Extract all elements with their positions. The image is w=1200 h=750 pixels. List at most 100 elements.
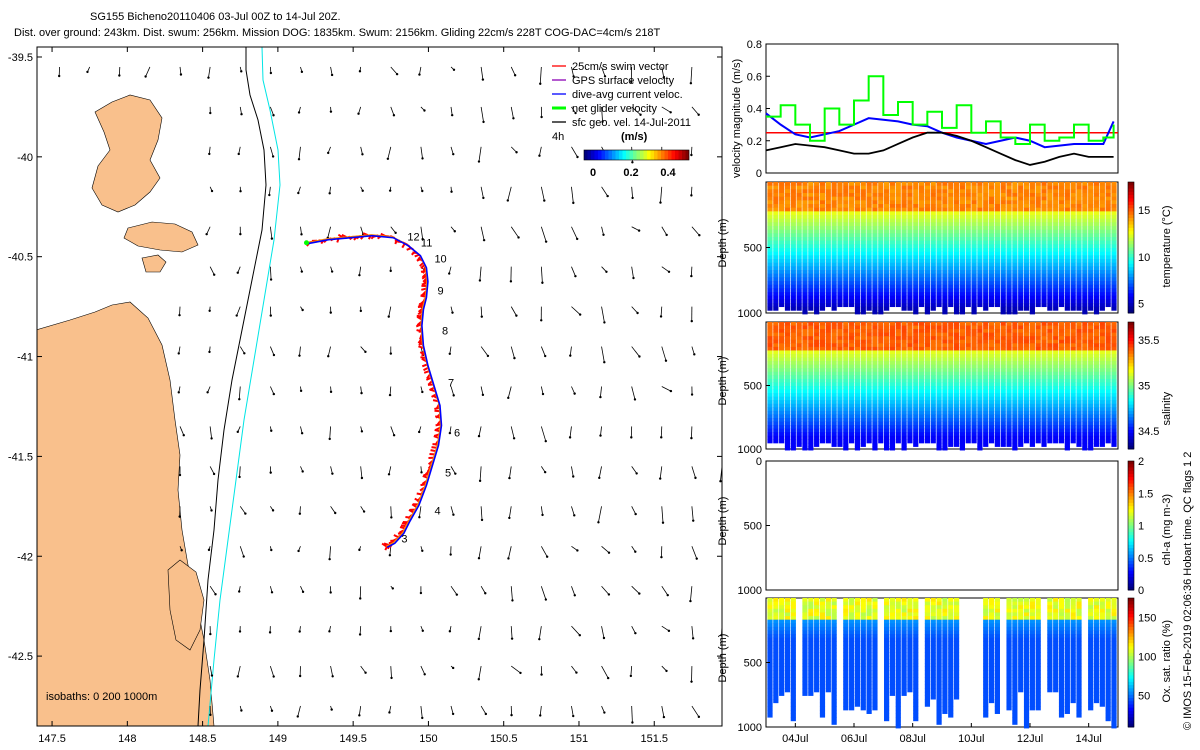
salinity-sample: [1041, 421, 1047, 426]
salinity-sample: [889, 446, 896, 451]
vector-head: [603, 321, 606, 324]
salinity-sample: [901, 336, 907, 341]
temperature-sample: [854, 303, 861, 308]
salinity-sample: [913, 396, 919, 401]
salinity-sample: [930, 382, 936, 387]
salinity-sample: [884, 375, 890, 380]
salinity-sample: [872, 332, 878, 337]
temperature-sample: [1035, 204, 1041, 209]
temperature-sample: [1041, 248, 1047, 253]
vector-head: [209, 632, 212, 636]
salinity-sample: [790, 336, 796, 341]
salinity-sample: [767, 421, 773, 426]
salinity-sample: [895, 400, 901, 405]
temperature-sample: [913, 200, 919, 205]
temperature-sample: [779, 233, 785, 238]
salinity-sample: [843, 339, 849, 344]
temperature-sample: [959, 281, 966, 286]
temperature-sample: [837, 229, 843, 234]
salinity-sample: [983, 389, 989, 394]
temperature-sample: [1076, 270, 1082, 275]
temperature-sample: [1064, 306, 1070, 311]
swim-vector: [418, 345, 424, 349]
vector-head: [602, 636, 606, 640]
salinity-sample: [918, 354, 925, 359]
temperature-sample: [1000, 292, 1006, 297]
salinity-sample: [767, 382, 773, 387]
salinity-sample: [895, 421, 901, 426]
temperature-sample: [988, 259, 995, 264]
current-vector: [389, 386, 392, 396]
salinity-sample: [843, 446, 849, 451]
salinity-sample: [884, 332, 890, 337]
salinity-sample: [907, 435, 913, 440]
temperature-sample: [918, 248, 925, 253]
salinity-sample: [819, 389, 826, 394]
temperature-sample: [808, 237, 814, 242]
salinity-sample: [948, 442, 954, 447]
vector-head: [568, 436, 572, 439]
salinity-sample: [988, 439, 995, 444]
salinity-sample: [1018, 371, 1024, 376]
temperature-sample: [918, 251, 925, 256]
temperature-sample: [796, 266, 802, 271]
salinity-sample: [988, 435, 995, 440]
temperature-sample: [814, 288, 820, 293]
vector-head: [86, 70, 89, 74]
vector-head: [603, 711, 606, 714]
salinity-sample: [983, 354, 989, 359]
salinity-sample: [860, 322, 866, 326]
temperature-sample: [1047, 292, 1053, 297]
salinity-sample: [1047, 414, 1053, 419]
temperature-sample: [1006, 284, 1012, 289]
salinity-sample: [1053, 428, 1059, 433]
temperature-sample: [983, 303, 989, 308]
salinity-sample: [819, 396, 826, 401]
salinity-sample: [767, 439, 773, 444]
temperature-sample: [872, 200, 878, 205]
temperature-sample: [1018, 189, 1024, 194]
temperature-sample: [1088, 303, 1094, 308]
salinity-sample: [1076, 421, 1082, 426]
temperature-sample: [913, 189, 919, 194]
salinity-sample: [849, 378, 855, 383]
salinity-sample: [965, 357, 971, 362]
salinity-sample: [1035, 322, 1041, 326]
temperature-sample: [831, 255, 837, 260]
salinity-sample: [878, 332, 884, 337]
temperature-colorbar-label: temperature (°C): [1161, 205, 1173, 287]
temperature-sample: [802, 303, 808, 308]
vector-head: [421, 189, 424, 193]
temperature-sample: [988, 207, 995, 212]
vector-head: [297, 158, 301, 161]
temperature-sample: [1058, 215, 1065, 220]
salinity-sample: [866, 428, 872, 433]
temperature-sample: [936, 193, 942, 198]
salinity-sample: [1035, 396, 1041, 401]
temperature-sample: [1111, 288, 1117, 293]
salinity-sample: [784, 432, 791, 437]
temperature-sample: [1070, 229, 1076, 234]
salinity-sample: [1029, 329, 1035, 334]
salinity-sample: [1018, 418, 1024, 423]
temperature-sample: [784, 303, 791, 308]
salinity-sample: [1006, 361, 1012, 366]
temperature-sample: [983, 233, 989, 238]
salinity-sample: [965, 389, 971, 394]
salinity-sample: [779, 322, 785, 326]
salinity-sample: [942, 368, 948, 373]
salinity-sample: [849, 393, 855, 398]
salinity-sample: [831, 378, 837, 383]
temperature-sample: [866, 211, 872, 216]
temperature-sample: [1053, 237, 1059, 242]
salinity-sample: [831, 425, 837, 430]
legend-colorbar-cell: [657, 150, 662, 160]
temperature-sample: [1058, 185, 1065, 190]
temperature-sample: [1000, 189, 1006, 194]
temperature-sample: [1012, 284, 1018, 289]
salinity-sample: [790, 346, 796, 351]
salinity-sample: [930, 339, 936, 344]
temperature-sample: [1047, 248, 1053, 253]
current-vector: [330, 666, 334, 677]
salinity-sample: [884, 403, 890, 408]
